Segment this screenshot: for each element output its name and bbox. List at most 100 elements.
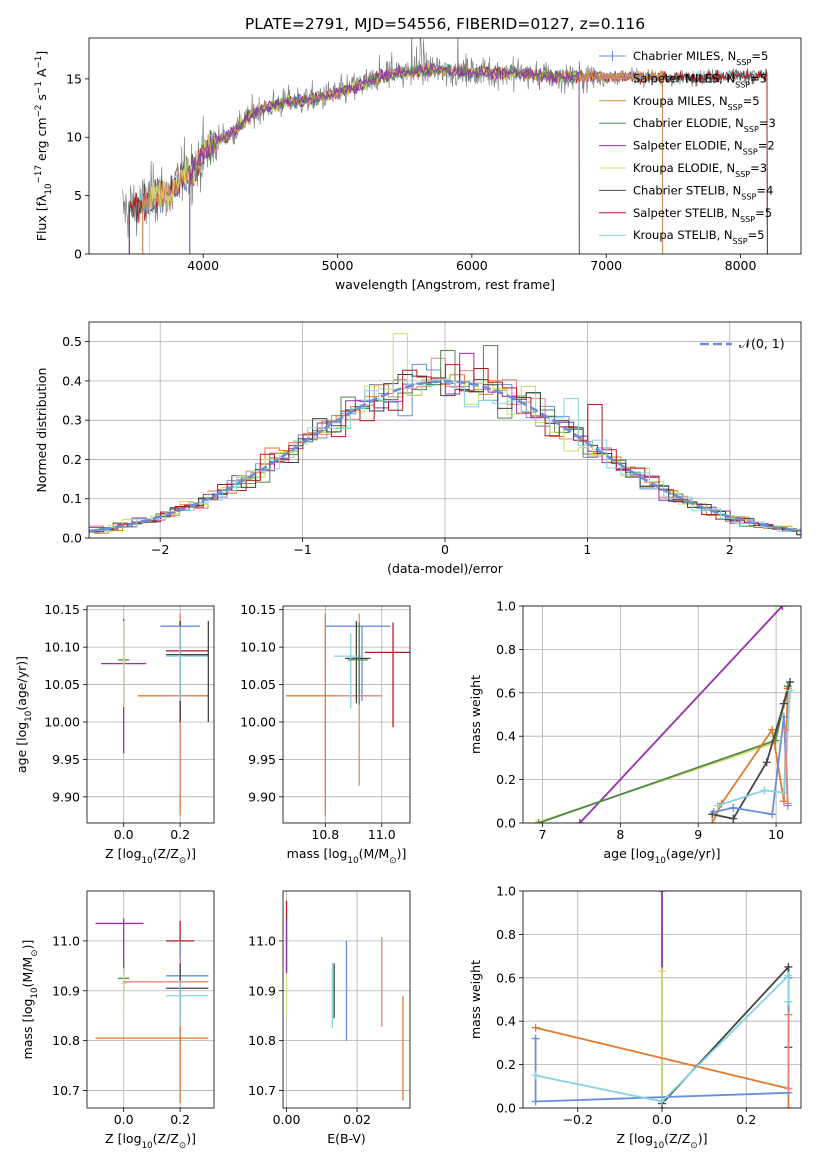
legend-value: =5 <box>751 49 768 63</box>
x-axis-label: (data-model)/error <box>387 561 504 576</box>
y-tick-label: 0.8 <box>496 642 516 657</box>
errorbar-chabrier-stelib <box>166 620 209 722</box>
y-axis-label-part: )] <box>20 940 35 950</box>
errorbar-orange <box>137 613 209 816</box>
plot-area <box>532 606 795 823</box>
y-tick-label: 11.0 <box>248 933 276 948</box>
y-tick-label: 10.7 <box>52 1083 80 1098</box>
legend-entry: Kroupa MILES, NSSP=5 <box>633 94 760 112</box>
y-tick-label: 0.4 <box>62 373 82 388</box>
y-axis-label-part: 10 <box>24 711 34 722</box>
x-axis-label-part: mass [log <box>287 846 348 861</box>
legend-label: Chabrier STELIB, N <box>633 183 741 197</box>
y-tick-label: 0.0 <box>496 1101 516 1116</box>
point-marker <box>768 725 777 734</box>
errorbar-chabrier-elodie <box>347 622 368 705</box>
legend-entry: Chabrier STELIB, NSSP=4 <box>633 183 773 201</box>
series-line <box>538 686 789 823</box>
x-tick-label: 0.2 <box>170 1112 190 1127</box>
x-axis-label-part: 10 <box>347 856 358 866</box>
legend-label: Salpeter ELODIE, N <box>633 139 743 153</box>
x-tick-label: 9 <box>694 827 702 842</box>
residual-histogram-orange <box>94 374 801 534</box>
point-marker <box>575 819 584 823</box>
point-marker <box>779 788 788 797</box>
model-spectrum-kroupa-miles <box>142 63 664 254</box>
weight-series-kroupa-stelib <box>713 686 795 810</box>
weight-series-salpeter-elodie <box>575 606 787 823</box>
x-axis-label-part: Z [log <box>105 846 141 861</box>
figure-title: PLATE=2791, MJD=54556, FIBERID=0127, z=0… <box>245 15 645 33</box>
y-tick-label: 0.2 <box>496 1057 516 1072</box>
errorbar-orange <box>285 613 337 816</box>
y-axis-label-part: ] <box>34 51 49 56</box>
residual-histogram-kroupa-stelib <box>94 378 801 532</box>
point-marker <box>762 758 771 767</box>
y-tick-label: 1.0 <box>496 599 516 614</box>
x-tick-label: 5000 <box>322 258 354 273</box>
y-tick-label: 0.0 <box>496 816 516 831</box>
legend-label: Kroupa STELIB, N <box>633 228 733 242</box>
point-marker <box>531 1071 540 1080</box>
y-axis-label-part: s <box>34 94 49 105</box>
legend-value: =3 <box>759 116 776 130</box>
errorbar-kroupa-elodie <box>120 968 127 1014</box>
legend-entry: Salpeter STELIB, NSSP=5 <box>633 206 772 224</box>
legend-sub: SSP <box>743 147 758 156</box>
legend-label: 𝒩(0, 1) <box>739 336 785 351</box>
age-vs-metallicity-plot: 0.0 0.2 9.90 9.95 10.00 10.05 10.10 10.15 Z [log… <box>14 602 215 866</box>
plot-area <box>285 900 404 1101</box>
x-tick-label: −1 <box>293 542 311 557</box>
y-tick-label: 15 <box>66 71 82 86</box>
weight-series-chabrier-elodie <box>534 682 792 823</box>
y-axis-label: mass weight <box>468 675 483 754</box>
legend-entry: Salpeter MILES, NSSP=5 <box>633 71 767 89</box>
x-axis-label-part: (Z/Z <box>153 846 179 861</box>
weight-series-kroupa-stelib <box>531 971 793 1106</box>
point-marker <box>784 1010 793 1019</box>
plot-area <box>285 613 410 816</box>
errorbar-kroupa-stelib <box>166 980 209 1026</box>
x-tick-label: −2 <box>151 542 169 557</box>
x-axis-label-part: 10 <box>655 856 666 866</box>
y-axis-label-part: −17 <box>34 165 44 183</box>
spectrum-plot: 4000 5000 6000 7000 8000 0 5 10 15 wavelength [An… <box>34 37 802 292</box>
x-axis-label-part: (Z/Z <box>664 1131 690 1146</box>
x-tick-label: 0.2 <box>170 827 190 842</box>
y-axis-label-part: (age/yr)] <box>14 656 29 711</box>
errorbar-kroupa-stelib <box>333 633 363 709</box>
x-axis-label-part: ⊙ <box>179 1141 186 1151</box>
model-spectrum-salpeter-stelib <box>128 63 768 254</box>
y-tick-label: 10.00 <box>44 714 80 729</box>
errorbar-orange <box>95 1018 209 1104</box>
x-tick-label: 0.0 <box>652 1112 672 1127</box>
y-axis-label-part: −2 <box>34 105 44 118</box>
x-axis-label-part: 10 <box>142 1141 153 1151</box>
errorbar-kroupa-elodie <box>120 620 127 708</box>
point-marker <box>729 814 738 823</box>
y-axis-label-part: Flux [f <box>34 201 49 241</box>
y-axis-label-part: mass [log <box>20 999 35 1060</box>
legend-value: =3 <box>750 161 767 175</box>
series-line <box>784 729 789 804</box>
errorbar-chabrier-stelib <box>180 620 210 722</box>
legend-sub: SSP <box>735 170 750 179</box>
x-axis-label-part: )] <box>698 1131 708 1146</box>
point-marker <box>531 1097 540 1106</box>
point-marker <box>786 686 795 695</box>
x-tick-label: 7000 <box>590 258 622 273</box>
legend-entry: Salpeter ELODIE, NSSP=2 <box>633 139 775 157</box>
y-tick-label: 10.10 <box>240 640 276 655</box>
y-axis-label-part: age [log <box>14 722 29 773</box>
model-spectrum-kroupa-stelib <box>128 63 768 254</box>
point-marker <box>534 819 543 823</box>
y-tick-label: 0.4 <box>496 1014 516 1029</box>
y-axis-label: Flux [fλ10−17 erg cm−2 s−1 A−1] <box>34 51 54 241</box>
y-tick-label: 10 <box>66 130 82 145</box>
y-axis-label: mass [log10(M/M⊙)] <box>20 940 40 1060</box>
y-tick-label: 10.9 <box>248 983 276 998</box>
point-marker <box>784 997 793 1006</box>
y-tick-label: 9.90 <box>52 789 80 804</box>
x-axis-label: E(B-V) <box>327 1131 366 1146</box>
